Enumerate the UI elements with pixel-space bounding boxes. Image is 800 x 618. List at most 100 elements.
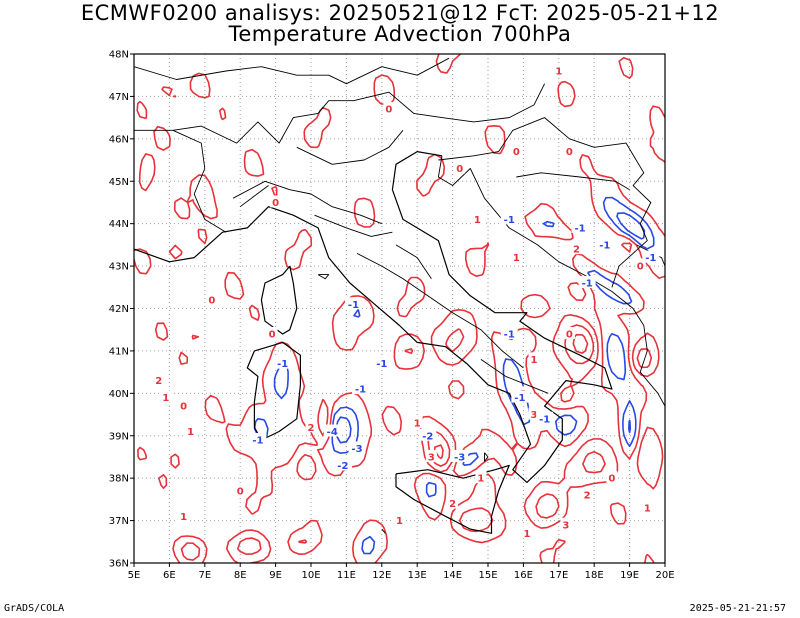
negative-contour-label: -1 (539, 414, 550, 425)
positive-contour-label-bg (553, 63, 565, 76)
negative-contour-label-bg (274, 356, 292, 369)
lon-tick-label: 15E (478, 570, 497, 581)
border-line (381, 528, 386, 534)
positive-contour-label-bg (234, 483, 246, 496)
positive-contour-label-bg (454, 161, 466, 174)
negative-contour-label: -2 (337, 461, 348, 472)
positive-contour-label-bg (634, 259, 646, 272)
footer-timestamp: 2025-05-21-21:57 (689, 603, 786, 614)
border-line (395, 244, 432, 280)
positive-contour-label: 1 (477, 474, 484, 485)
positive-contour-label: 1 (162, 393, 169, 404)
lon-tick-label: 7E (198, 570, 211, 581)
positive-contour (180, 324, 653, 561)
positive-contour-label: 0 (566, 329, 573, 340)
contour-labels: 2101010000010112012313211213201001-1-1-1… (153, 63, 660, 540)
positive-contour-label-bg (185, 424, 197, 437)
positive-contour-label: 1 (644, 503, 651, 514)
positive-contour-label: 2 (155, 376, 162, 387)
positive-contour-label: 0 (513, 147, 520, 158)
negative-contour-label: -1 (504, 215, 515, 226)
negative-contour-label-bg (419, 428, 437, 441)
chart-title: ECMWF0200 analisys: 20250521@12 FcT: 202… (80, 1, 720, 25)
coastline (260, 265, 298, 335)
positive-contour-label: 0 (385, 105, 392, 116)
coastlines-and-borders (134, 57, 665, 534)
positive-contour-label: 0 (608, 474, 615, 485)
positive-contour-label-bg (178, 509, 190, 522)
negative-contour-label: -1 (504, 329, 515, 340)
positive-contour-label: 1 (523, 529, 530, 540)
negative-contour-label: -1 (277, 359, 288, 370)
coastline (222, 151, 613, 483)
negative-contour-label-bg (373, 356, 391, 369)
negative-contour-label: -4 (327, 427, 338, 438)
positive-contour-label-bg (510, 250, 522, 263)
plot-frame (133, 53, 666, 564)
negative-contour-label-bg (500, 326, 518, 339)
lon-tick-label: 20E (655, 570, 674, 581)
axis-ticks: 5E 6E 7E 8E 9E 10E 11E 12E 13E 14E 15E 16E 17E 18E 19E… (109, 50, 675, 582)
lat-tick-label: 36N (109, 559, 129, 570)
coastline (246, 341, 301, 441)
lat-tick-label: 45N (109, 177, 129, 188)
negative-contour-label-bg (536, 411, 554, 424)
positive-contour-label-bg (471, 212, 483, 225)
negative-contour-label: -3 (351, 444, 362, 455)
lat-tick-label: 41N (109, 346, 129, 357)
positive-contour-label: 1 (414, 419, 421, 430)
positive-contour-label: 1 (513, 253, 520, 264)
positive-contour-label-bg (206, 293, 218, 306)
negative-contour-label: -1 (514, 393, 525, 404)
border-line (356, 252, 524, 369)
border-line (480, 359, 549, 394)
lon-tick-label: 11E (337, 570, 356, 581)
positive-contour-label: 1 (187, 427, 194, 438)
positive-contour-label-bg (581, 488, 593, 501)
lon-tick-label: 14E (443, 570, 462, 581)
positive-contour-label-bg (560, 517, 572, 530)
gridlines (134, 54, 665, 563)
positive-contour-label-bg (475, 471, 487, 484)
lon-tick-label: 13E (408, 570, 427, 581)
positive-contour (134, 54, 665, 563)
positive-contour-label: 1 (180, 512, 187, 523)
positive-contour-label: 0 (180, 402, 187, 413)
positive-contour-label-bg (394, 513, 405, 526)
border-line (484, 452, 489, 462)
positive-contour-label: 0 (566, 147, 573, 158)
lon-tick-label: 12E (372, 570, 391, 581)
positive-contour-label: 0 (637, 262, 644, 273)
lat-tick-label: 44N (109, 219, 129, 230)
border-line (232, 180, 382, 225)
lon-tick-label: 5E (128, 570, 141, 581)
negative-contour-label: -1 (252, 435, 263, 446)
border-line (296, 130, 404, 165)
negative-contour-label-bg (642, 250, 660, 263)
positive-contour-label-bg (153, 373, 165, 386)
positive-contour-label: 2 (449, 499, 456, 510)
negative-contour-label-bg (578, 276, 596, 289)
positive-contour-label-bg (510, 144, 522, 157)
positive-contour-label: 0 (456, 164, 463, 175)
negative-contour-label-bg (323, 424, 341, 437)
positive-contour-label: 1 (396, 516, 403, 527)
border-line (239, 185, 269, 208)
border-line (134, 57, 450, 85)
negative-contour-label-bg (596, 237, 614, 250)
positive-contour-label-bg (563, 144, 575, 157)
lon-tick-label: 10E (301, 570, 320, 581)
negative-contour-label-bg (500, 212, 518, 225)
positive-contour-label-bg (270, 195, 282, 208)
negative-contour-label: -3 (454, 452, 465, 463)
positive-contour-label-bg (383, 102, 395, 115)
lat-tick-label: 37N (109, 516, 129, 527)
border-line (314, 214, 393, 237)
positive-contour-label: 0 (269, 329, 276, 340)
positive-contour-label-bg (521, 526, 533, 539)
positive-contour-label-bg (641, 500, 653, 513)
positive-contour-label-bg (447, 496, 459, 509)
positive-contour-label: 0 (237, 486, 244, 497)
lon-tick-label: 9E (269, 570, 282, 581)
